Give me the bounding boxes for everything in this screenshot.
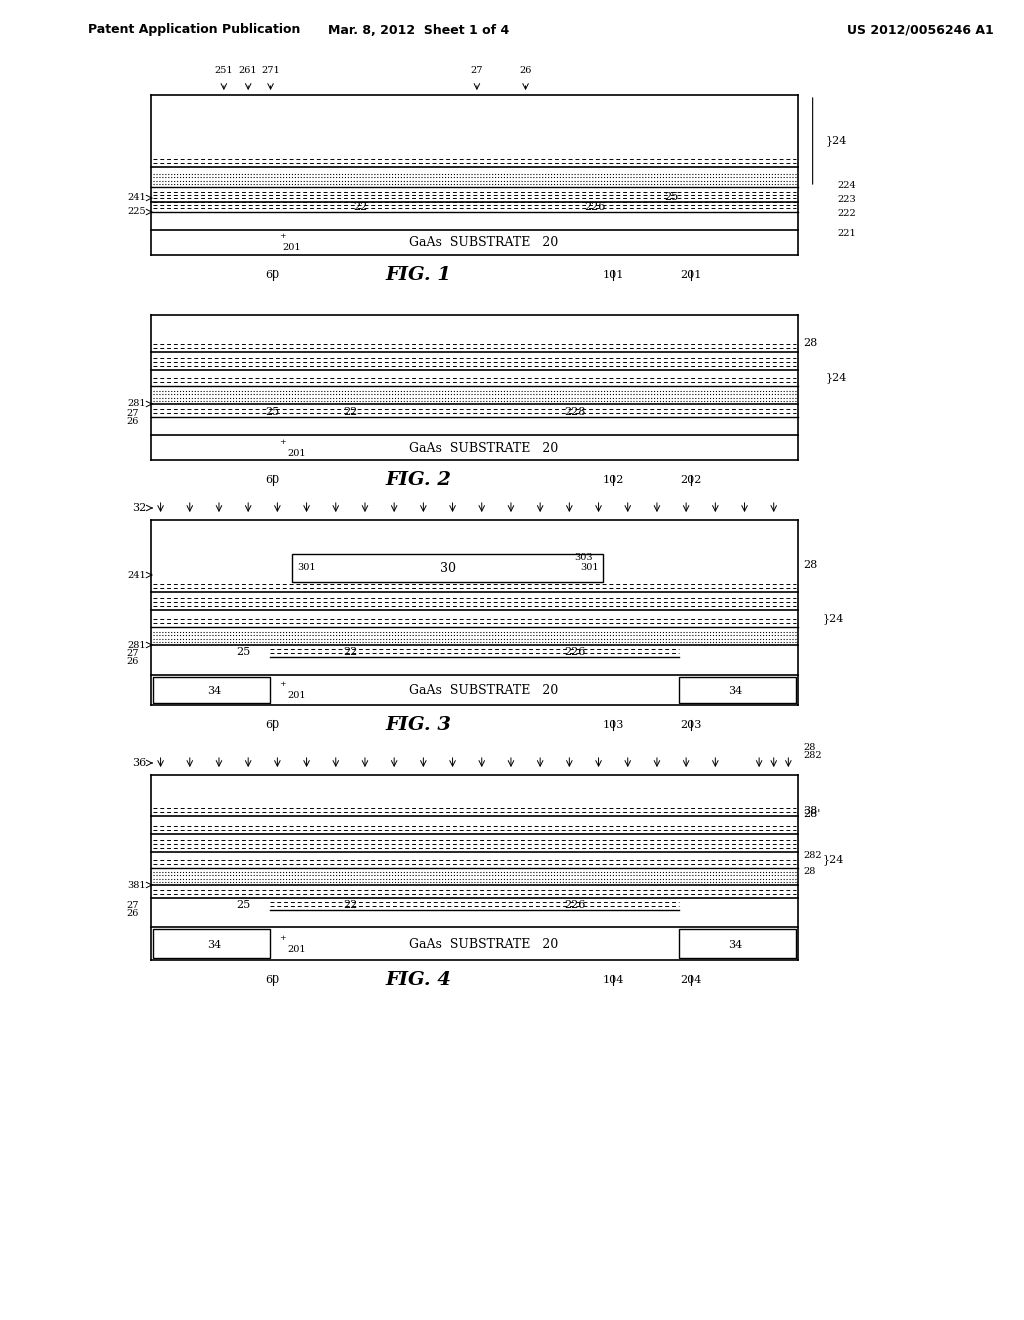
Text: 38: 38 [803, 807, 817, 816]
Text: 226: 226 [584, 202, 605, 213]
Text: 226: 226 [564, 647, 586, 657]
Text: 303: 303 [574, 553, 593, 562]
Text: 202: 202 [680, 475, 701, 484]
Text: 34: 34 [728, 940, 742, 950]
Text: 281: 281 [127, 640, 146, 649]
Text: 261: 261 [239, 66, 257, 75]
Text: 102: 102 [602, 475, 624, 484]
Text: 221: 221 [837, 228, 856, 238]
Text: 34: 34 [728, 686, 742, 696]
Text: 26: 26 [127, 417, 139, 425]
Text: 271: 271 [261, 66, 280, 75]
Text: 201: 201 [287, 690, 306, 700]
Text: 60: 60 [265, 975, 280, 985]
Text: 30: 30 [439, 561, 456, 574]
Text: 28: 28 [803, 742, 815, 751]
Text: 251: 251 [215, 66, 233, 75]
Text: 281: 281 [127, 400, 146, 408]
Text: 28': 28' [803, 809, 820, 818]
Text: 60: 60 [265, 271, 280, 280]
Text: GaAs  SUBSTRATE   20: GaAs SUBSTRATE 20 [409, 937, 558, 950]
Text: 222: 222 [837, 210, 856, 219]
Text: 204: 204 [680, 975, 701, 985]
Text: 22: 22 [343, 647, 357, 657]
Text: 32: 32 [132, 503, 146, 513]
Text: FIG. 3: FIG. 3 [385, 715, 452, 734]
Text: 224: 224 [837, 181, 856, 190]
Text: GaAs  SUBSTRATE   20: GaAs SUBSTRATE 20 [409, 684, 558, 697]
Text: 27: 27 [127, 648, 139, 657]
Text: 225: 225 [127, 207, 146, 216]
Text: 25: 25 [237, 900, 251, 909]
Text: 25: 25 [265, 407, 280, 417]
Text: 27: 27 [127, 408, 139, 417]
Text: ⁺: ⁺ [279, 437, 286, 450]
Text: 22: 22 [343, 900, 357, 909]
Text: 60: 60 [265, 719, 280, 730]
Text: 36: 36 [132, 758, 146, 768]
Text: 34: 34 [207, 686, 221, 696]
Text: GaAs  SUBSTRATE   20: GaAs SUBSTRATE 20 [409, 236, 558, 249]
Text: 26: 26 [127, 656, 139, 665]
Text: 103: 103 [602, 719, 624, 730]
Text: }24: }24 [825, 136, 847, 147]
Text: 34: 34 [207, 940, 221, 950]
Text: GaAs  SUBSTRATE   20: GaAs SUBSTRATE 20 [409, 441, 558, 454]
Text: 381: 381 [127, 880, 146, 890]
Text: 201: 201 [287, 945, 306, 953]
Text: 25: 25 [665, 191, 679, 202]
Text: US 2012/0056246 A1: US 2012/0056246 A1 [847, 24, 993, 37]
Text: 22: 22 [353, 202, 368, 213]
Text: 301: 301 [297, 564, 315, 573]
Text: 226: 226 [564, 900, 586, 909]
Text: 201: 201 [680, 271, 701, 280]
Text: 26: 26 [519, 66, 531, 75]
Text: 28: 28 [803, 338, 817, 348]
Text: }24: }24 [825, 372, 847, 383]
Text: 101: 101 [602, 271, 624, 280]
Text: 282: 282 [803, 751, 821, 759]
Text: 203: 203 [680, 719, 701, 730]
Text: 223: 223 [837, 195, 856, 205]
Text: ⁺: ⁺ [279, 231, 286, 244]
Text: 301: 301 [580, 564, 599, 573]
Text: 28: 28 [803, 560, 817, 570]
Text: 282: 282 [803, 850, 821, 859]
Text: 228: 228 [564, 407, 586, 417]
Text: FIG. 1: FIG. 1 [385, 267, 452, 284]
Text: 25: 25 [237, 647, 251, 657]
Text: 241: 241 [127, 570, 146, 579]
Text: 201: 201 [287, 449, 306, 458]
Text: 27: 27 [471, 66, 483, 75]
Text: ⁺: ⁺ [279, 933, 286, 946]
Text: 26: 26 [127, 909, 139, 919]
Text: }24: }24 [822, 614, 844, 624]
Text: Mar. 8, 2012  Sheet 1 of 4: Mar. 8, 2012 Sheet 1 of 4 [328, 24, 509, 37]
Text: ⁺: ⁺ [279, 680, 286, 693]
Text: 60: 60 [265, 475, 280, 484]
Text: 104: 104 [602, 975, 624, 985]
Text: Patent Application Publication: Patent Application Publication [88, 24, 300, 37]
Text: 201: 201 [283, 243, 301, 252]
Text: FIG. 4: FIG. 4 [385, 972, 452, 989]
Text: FIG. 2: FIG. 2 [385, 471, 452, 488]
Text: 27: 27 [127, 902, 139, 911]
Text: 28: 28 [803, 866, 815, 875]
Text: 241: 241 [127, 194, 146, 202]
Text: }24: }24 [822, 854, 844, 866]
Text: 22: 22 [343, 407, 357, 417]
